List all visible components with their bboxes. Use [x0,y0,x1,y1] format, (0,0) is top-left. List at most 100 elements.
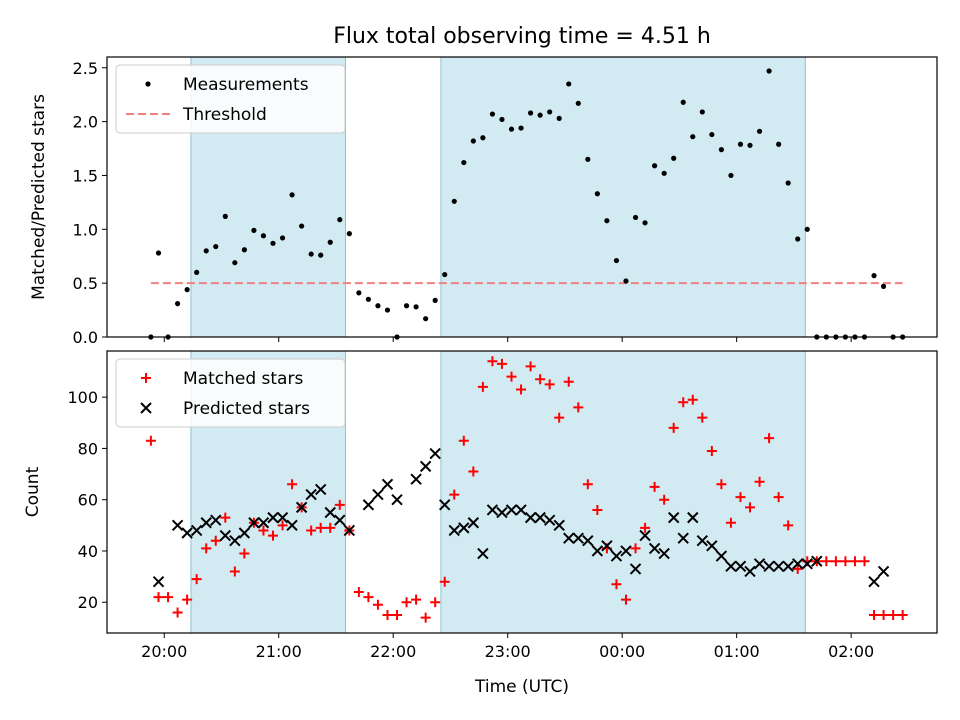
predicted-stars-point [801,558,813,570]
legend-label: Matched stars [183,369,303,389]
matched-stars-point [821,556,832,567]
predicted-stars-point [753,558,766,570]
predicted-stars-point [362,499,375,511]
predicted-stars-point [591,545,604,557]
predicted-stars-point [763,560,775,573]
x-tick-label: 02:00 [828,642,874,661]
predicted-stars-point [563,532,575,544]
measurement-point [652,163,658,169]
matched-stars-point [678,397,689,408]
predicted-stars-point [458,522,470,534]
matched-stars-point [287,479,298,490]
shaded-interval [440,351,806,633]
matched-stars-point [411,594,422,605]
predicted-stars-point [200,517,212,529]
predicted-stars-point [439,499,451,511]
matched-stars-point [687,394,698,405]
y-tick-label: 80 [78,439,98,458]
predicted-stars-point [734,560,747,573]
matched-stars-point [477,381,488,392]
predicted-stars-point [648,542,661,555]
matched-stars-point [191,574,202,585]
predicted-stars-point [467,517,480,529]
matched-stars-point [725,517,736,528]
predicted-stars-point [601,540,613,552]
predicted-stars-point [477,547,489,560]
matched-stars-point [563,376,574,387]
matched-stars-point [506,371,517,382]
matched-stars-point [859,556,870,567]
matched-stars-point [659,494,670,505]
y-tick-label: 0.0 [73,328,98,347]
predicted-stars-point [286,519,298,532]
measurement-point [451,198,457,204]
matched-stars-point [773,492,784,503]
predicted-stars-point [496,506,508,519]
predicted-stars-point [639,529,651,542]
predicted-stars-point [792,558,804,570]
top-panel: 0.0 0.5 1.0 1.5 2.0 2.5 Measurements Threshold [73,56,938,347]
predicted-stars-point [324,506,336,519]
measurement-point [518,125,524,131]
measurement-point [575,100,581,106]
measurement-point [547,109,553,115]
predicted-stars-point [877,565,890,578]
y-tick-label: 1.5 [73,166,98,185]
predicted-stars-point [582,535,594,547]
top-y-axis-label: Matched/Predicted stars [29,94,49,300]
matched-stars-point [840,556,851,567]
legend-label: Measurements [183,75,309,95]
predicted-stars-point [868,576,880,588]
matched-stars-point [449,489,460,500]
matched-stars-point [630,543,641,554]
legend-measurement-marker [145,81,151,87]
measurement-point [804,226,810,232]
matched-stars-point [525,361,536,372]
matched-stars-point [496,358,507,369]
matched-stars-point [754,476,765,487]
x-axis-label: Time (UTC) [474,677,569,697]
matched-stars-point [325,522,336,533]
measurement-point [690,134,696,140]
y-tick-label: 2.0 [73,113,98,132]
measurement-point [279,235,286,241]
matched-stars-point [220,512,231,523]
matched-stars-point [306,525,317,536]
measurement-point [480,135,486,141]
matched-stars-point [372,599,383,610]
predicted-stars-point [677,532,689,544]
measurement-point [289,192,295,198]
measurement-point [718,147,724,153]
predicted-stars-point [391,493,403,506]
matched-stars-point [830,556,841,567]
measurement-point [623,278,629,284]
matched-stars-point [363,592,374,603]
matched-stars-point [420,612,431,623]
predicted-stars-point [238,527,251,539]
measurement-point [375,303,381,309]
matched-stars-point [716,479,727,490]
predicted-stars-point [334,514,346,526]
predicted-stars-point [553,519,565,532]
matched-stars-point [611,579,622,590]
measurement-point [632,214,639,221]
measurement-point [537,112,543,118]
predicted-stars-point [152,576,165,588]
x-tick-label: 22:00 [370,642,416,661]
matched-stars-point [582,479,593,490]
matched-stars-point [315,522,326,533]
predicted-stars-point [343,524,356,537]
measurement-point [365,296,372,302]
measurement-point [604,218,610,224]
measurement-point [613,257,620,264]
measurement-point [680,99,686,105]
measurement-point [222,213,228,219]
measurement-point [508,126,515,132]
bottom-panel: 20 40 60 80 100 20:00 21:00 22:00 23:00 00:00 01:0… [67,350,938,661]
measurement-point [318,252,324,258]
predicted-stars-point [658,547,670,560]
x-tick-label: 20:00 [141,642,187,661]
measurement-point [880,283,887,289]
measurement-point [776,141,782,147]
measurement-point [432,297,438,303]
